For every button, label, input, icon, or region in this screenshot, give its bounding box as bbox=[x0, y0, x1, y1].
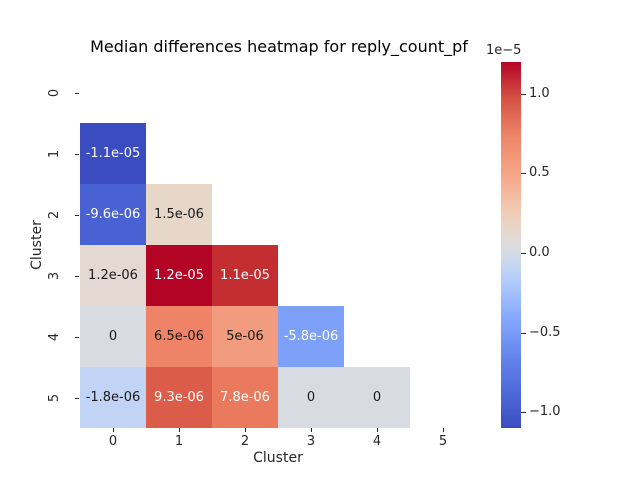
colorbar-tick-mark-0.0 bbox=[521, 252, 526, 254]
y-tick-mark-3 bbox=[75, 275, 79, 277]
colorbar-tick-mark-−1.0 bbox=[521, 412, 526, 414]
chart-title: Median differences heatmap for reply_cou… bbox=[90, 37, 468, 56]
heatmap-cell-r2c1: 1.5e-06 bbox=[146, 184, 212, 245]
colorbar-scale-label: 1e−5 bbox=[486, 43, 522, 58]
y-tick-label-1: 1 bbox=[46, 149, 62, 158]
x-tick-label-3: 3 bbox=[306, 434, 316, 449]
x-tick-mark-5 bbox=[443, 428, 444, 432]
y-tick-label-0: 0 bbox=[46, 88, 62, 97]
colorbar-tick-label-0.5: 0.5 bbox=[529, 165, 550, 181]
colorbar-tick-label-−1.0: −1.0 bbox=[529, 404, 561, 420]
heatmap-cell-r4c2: 5e-06 bbox=[212, 306, 278, 367]
x-tick-label-2: 2 bbox=[240, 434, 250, 449]
y-tick-mark-2 bbox=[75, 214, 79, 216]
x-tick-label-5: 5 bbox=[438, 434, 448, 449]
x-tick-mark-4 bbox=[377, 428, 378, 432]
x-tick-mark-0 bbox=[113, 428, 114, 432]
colorbar-tick-label-0.0: 0.0 bbox=[529, 244, 550, 260]
y-tick-label-4: 4 bbox=[46, 332, 62, 341]
heatmap-cell-r3c1: 1.2e-05 bbox=[146, 245, 212, 306]
colorbar bbox=[501, 62, 521, 428]
x-tick-mark-1 bbox=[179, 428, 180, 432]
y-tick-mark-5 bbox=[75, 397, 79, 399]
heatmap-cell-r5c3: 0 bbox=[278, 367, 344, 428]
x-tick-mark-3 bbox=[311, 428, 312, 432]
y-tick-mark-4 bbox=[75, 336, 79, 338]
y-tick-label-5: 5 bbox=[46, 393, 62, 402]
heatmap-cell-r4c0: 0 bbox=[80, 306, 146, 367]
x-tick-label-1: 1 bbox=[174, 434, 184, 449]
y-tick-label-3: 3 bbox=[46, 271, 62, 280]
heatmap-cell-r5c2: 7.8e-06 bbox=[212, 367, 278, 428]
y-tick-label-2: 2 bbox=[46, 210, 62, 219]
heatmap-plot-area: -1.1e-05 -9.6e-06 1.5e-06 1.2e-06 1.2e-05 1.1… bbox=[80, 62, 476, 428]
heatmap-cell-r1c0: -1.1e-05 bbox=[80, 123, 146, 184]
y-tick-mark-1 bbox=[75, 153, 79, 155]
colorbar-tick-label-−0.5: −0.5 bbox=[529, 324, 561, 340]
colorbar-tick-label-1.0: 1.0 bbox=[529, 85, 550, 101]
heatmap-cell-r3c2: 1.1e-05 bbox=[212, 245, 278, 306]
heatmap-cell-r4c1: 6.5e-06 bbox=[146, 306, 212, 367]
colorbar-tick-mark-0.5 bbox=[521, 173, 526, 175]
y-axis-label: Cluster bbox=[29, 220, 45, 270]
heatmap-cell-r4c3: -5.8e-06 bbox=[278, 306, 344, 367]
heatmap-cell-r5c1: 9.3e-06 bbox=[146, 367, 212, 428]
colorbar-tick-mark-1.0 bbox=[521, 93, 526, 95]
y-tick-mark-0 bbox=[75, 92, 79, 94]
colorbar-tick-mark-−0.5 bbox=[521, 332, 526, 334]
x-tick-mark-2 bbox=[245, 428, 246, 432]
x-tick-label-0: 0 bbox=[108, 434, 118, 449]
heatmap-cell-r5c0: -1.8e-06 bbox=[80, 367, 146, 428]
heatmap-cell-r5c4: 0 bbox=[344, 367, 410, 428]
heatmap-cell-r3c0: 1.2e-06 bbox=[80, 245, 146, 306]
x-tick-label-4: 4 bbox=[372, 434, 382, 449]
x-axis-label: Cluster bbox=[253, 450, 303, 466]
heatmap-cell-r2c0: -9.6e-06 bbox=[80, 184, 146, 245]
